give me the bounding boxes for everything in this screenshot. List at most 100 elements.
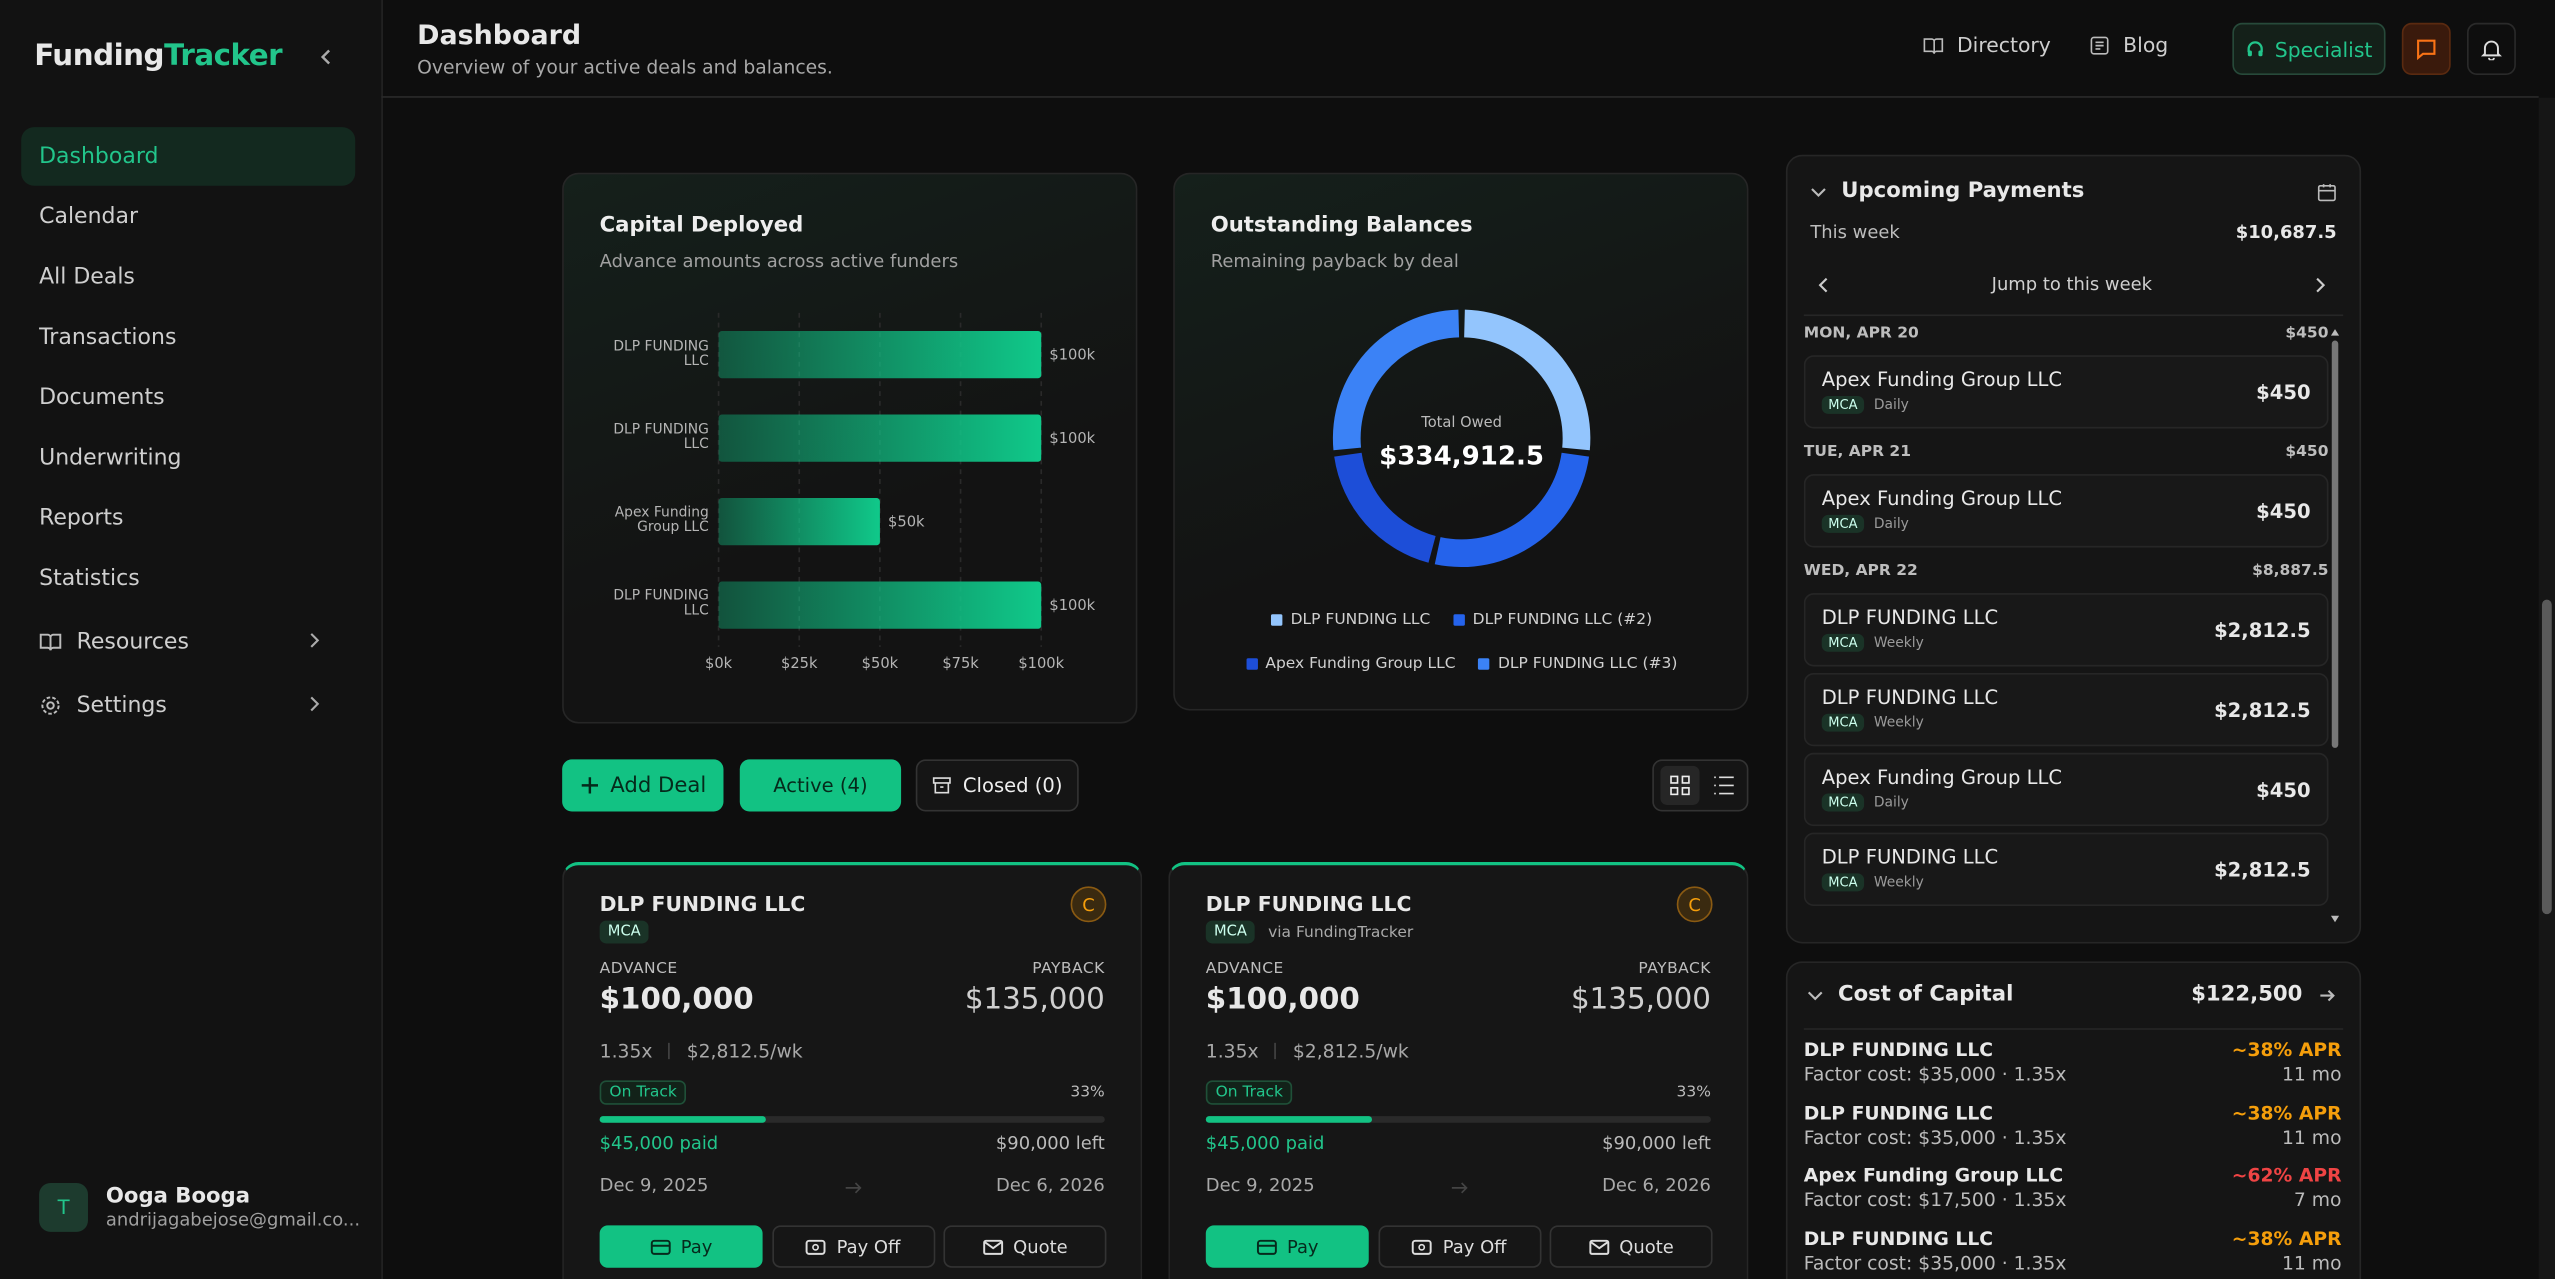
nav-item[interactable]: Dashboard [21, 127, 356, 186]
nav-item[interactable]: Reports [39, 505, 124, 532]
payment-meta: MCA Weekly [1821, 873, 1924, 892]
active-filter[interactable]: Active (4) [739, 759, 902, 812]
card-title: Capital Deployed [599, 213, 804, 238]
collapse-icon[interactable] [318, 47, 334, 67]
nav-item[interactable]: Statistics [39, 565, 140, 592]
user[interactable]: T Ooga Booga andrijagabejose@gmail.co... [39, 1182, 360, 1232]
action-icon [1256, 1239, 1277, 1255]
brand-part: Funding [34, 39, 165, 74]
cost-row: DLP FUNDING LLC Factor cost: $35,000 · 1.… [1804, 1101, 2342, 1160]
title-text: Cost of Capital [1838, 982, 2014, 1008]
payment-amount: $2,812.5 [2214, 619, 2311, 643]
value-label: $100k [1049, 346, 1095, 363]
blog-icon [2090, 35, 2109, 54]
rate: $2,812.5/wk [686, 1039, 803, 1063]
day-total: $450 [2285, 443, 2329, 462]
payment-item[interactable]: Apex Funding Group LLC MCA Daily $450 [1803, 355, 2329, 429]
upcoming-payments: Upcoming Payments This week $10,687.5 Ju… [1785, 154, 2362, 944]
nav-item[interactable]: Transactions [39, 324, 177, 351]
list-view[interactable] [1714, 776, 1734, 795]
notification-button[interactable] [2467, 22, 2516, 75]
card-subtitle: Remaining payback by deal [1210, 250, 1459, 273]
nav-group[interactable]: Settings [21, 676, 355, 735]
tag-row: MCA via FundingTracker [1205, 920, 1413, 944]
arrow-icon [845, 1182, 862, 1194]
chat-icon [2417, 39, 2436, 61]
scrollbar[interactable] [2538, 97, 2555, 1279]
calendar-icon[interactable] [2317, 182, 2337, 202]
apr: ~38% APR [2231, 1227, 2342, 1250]
collapse-icon[interactable] [1807, 988, 1823, 1001]
nav-link[interactable]: Directory [1923, 33, 2051, 57]
apr: ~38% APR [2231, 1101, 2342, 1124]
payment-frequency: Weekly [1873, 874, 1924, 891]
payment-item[interactable]: DLP FUNDING LLC MCA Weekly $2,812.5 [1803, 593, 2329, 667]
donut-segment [1434, 452, 1590, 568]
legend-item: Apex Funding Group LLC [1245, 655, 1456, 673]
action-button[interactable]: Quote [1549, 1225, 1713, 1268]
button-text: Specialist [2274, 36, 2373, 62]
deal-name: DLP FUNDING LLC [599, 891, 806, 916]
add-deal-button[interactable]: Add Deal [562, 759, 724, 812]
collapse-icon[interactable] [1810, 185, 1826, 198]
book-icon [1923, 37, 1944, 54]
action-button[interactable]: Quote [943, 1225, 1107, 1268]
cost-of-capital: Cost of Capital $122,500 DLP FUNDING LLC… [1785, 961, 2362, 1279]
remaining: $90,000 left [995, 1132, 1105, 1154]
next-week[interactable] [2314, 276, 2327, 292]
action-label: Quote [1619, 1235, 1674, 1258]
value-label: $100k [1049, 430, 1095, 447]
payment-item[interactable]: Apex Funding Group LLC MCA Daily $450 [1803, 474, 2329, 548]
list-scrollbar[interactable] [2330, 326, 2340, 926]
scroll-thumb[interactable] [2541, 599, 2552, 915]
prev-week[interactable] [1817, 276, 1830, 292]
nav-link[interactable]: Blog [2089, 33, 2168, 57]
payment-item[interactable]: DLP FUNDING LLC MCA Weekly $2,812.5 [1803, 832, 2329, 906]
payment-meta: MCA Weekly [1821, 633, 1924, 652]
page-title: Dashboard [417, 19, 582, 51]
nav-item[interactable]: Underwriting [39, 444, 182, 471]
grid-view[interactable] [1660, 765, 1700, 805]
page-subtitle: Overview of your active deals and balanc… [417, 55, 833, 79]
separator [668, 1042, 671, 1060]
panel-title: Upcoming Payments [1810, 179, 2084, 204]
cost-row: DLP FUNDING LLC Factor cost: $35,000 · 1.… [1804, 1227, 2342, 1279]
nav-item[interactable]: Documents [39, 384, 165, 411]
apr: ~62% APR [2231, 1164, 2342, 1187]
nav-item[interactable]: All Deals [39, 263, 135, 291]
scroll-arrows [2330, 329, 2340, 923]
action-label: Pay Off [1442, 1235, 1507, 1258]
payment-name: DLP FUNDING LLC [1821, 845, 1999, 869]
nav-group[interactable]: Resources [21, 613, 355, 672]
terms: 1.35x $2,812.5/wk [1206, 1040, 1409, 1063]
action-label: Pay Off [836, 1235, 901, 1258]
remaining: $90,000 left [1602, 1132, 1711, 1154]
terms: 1.35x $2,812.5/wk [600, 1040, 803, 1063]
closed-filter[interactable]: Closed (0) [915, 759, 1079, 812]
specialist-button[interactable]: Specialist [2232, 22, 2386, 75]
progress-bar [1205, 1116, 1373, 1123]
open-icon[interactable] [2319, 987, 2337, 1003]
grade-badge: C [1676, 886, 1713, 923]
advance-value: $100,000 [599, 982, 754, 1017]
action-button[interactable]: Pay Off [771, 1225, 935, 1268]
payback-label: PAYBACK [1638, 959, 1711, 978]
balances-card: Outstanding Balances Remaining payback b… [1173, 172, 1749, 711]
payment-item[interactable]: Apex Funding Group LLC MCA Daily $450 [1803, 752, 2329, 827]
jump-link[interactable]: Jump to this week [1991, 273, 2153, 295]
week-summary: This week $10,687.5 [1810, 222, 2336, 243]
action-button[interactable]: Pay Off [1377, 1225, 1541, 1268]
action-button[interactable]: Pay [1205, 1225, 1369, 1268]
progress-track [1205, 1116, 1711, 1123]
bar [718, 581, 1042, 629]
action-icon [1412, 1239, 1433, 1255]
day-total: $450 [2285, 324, 2329, 343]
chat-button[interactable] [2401, 22, 2451, 75]
nav-item[interactable]: Calendar [39, 203, 139, 230]
start-date: Dec 9, 2025 [1205, 1174, 1315, 1197]
payment-item[interactable]: DLP FUNDING LLC MCA Weekly $2,812.5 [1803, 672, 2329, 747]
action-button[interactable]: Pay [599, 1225, 763, 1268]
chevron [310, 696, 320, 712]
day-date: WED, APR 22 [1803, 562, 1918, 581]
